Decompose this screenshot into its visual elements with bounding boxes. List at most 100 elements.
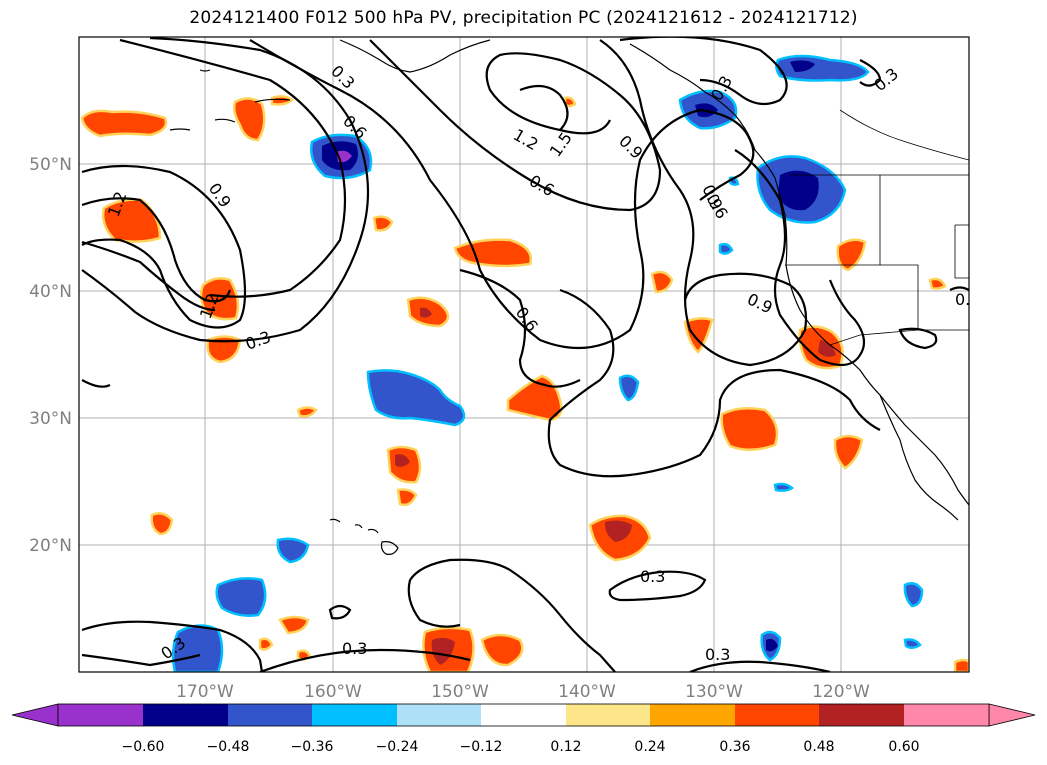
political-borders <box>785 109 969 346</box>
contour-line <box>81 620 264 672</box>
precip-blob <box>278 615 310 635</box>
contour-line <box>859 59 882 87</box>
colorbar-segment <box>735 704 819 726</box>
precip-blob <box>232 97 266 142</box>
precip-core-negative <box>778 170 819 211</box>
precip-blob <box>206 335 242 364</box>
border-state <box>880 264 969 331</box>
colorbar-segment <box>143 704 228 726</box>
colorbar-segments <box>58 704 989 726</box>
precip-blob <box>296 406 318 418</box>
colorbar-segment <box>397 704 481 726</box>
colorbar-segment <box>228 704 312 726</box>
precip-blob-negative <box>215 577 267 617</box>
precip-blob <box>270 95 294 106</box>
precip-blob-negative <box>618 374 640 402</box>
colorbar-tick: −0.36 <box>291 739 334 755</box>
precip-blob <box>80 109 168 138</box>
precip-positive <box>80 95 969 672</box>
colorbar-tick: 0.48 <box>803 739 834 755</box>
border-state <box>829 329 919 346</box>
contour-line <box>81 240 216 312</box>
precip-blob <box>453 238 533 268</box>
map-title: 2024121400 F012 500 hPa PV, precipitatio… <box>189 8 858 28</box>
precip-blob-negative <box>718 242 734 255</box>
precip-core <box>420 307 432 318</box>
map-panel: 0.3 0.6 1.2 1.5 0.9 0.3 0.9 0.6 1.2 0.9 … <box>79 37 980 672</box>
lon-label: 120°W <box>812 682 870 702</box>
coastline-north-america <box>629 43 969 506</box>
colorbar-tick: 0.36 <box>719 739 750 755</box>
precip-blob <box>258 637 274 651</box>
lon-label: 130°W <box>685 682 743 702</box>
contour-line <box>328 604 352 620</box>
colorbar-segment <box>650 704 735 726</box>
colorbar-tick: −0.12 <box>460 739 503 755</box>
lon-label: 160°W <box>304 682 362 702</box>
colorbar-frame <box>57 703 990 727</box>
precip-core <box>431 637 455 665</box>
precip-blob-negative <box>276 537 310 564</box>
precip-core-negative <box>790 60 815 72</box>
colorbar-segment <box>58 704 143 726</box>
colorbar-tick: 0.24 <box>634 739 665 755</box>
precip-negative-cores <box>322 60 819 652</box>
longitude-labels: 170°W 160°W 150°W 140°W 130°W 120°W <box>176 682 870 702</box>
contour-line <box>407 579 461 628</box>
colorbar-segment <box>312 704 397 726</box>
contour-line <box>519 84 569 131</box>
colorbar-extend-min <box>11 703 59 727</box>
precip-blob <box>928 277 947 290</box>
precip-core <box>818 340 836 357</box>
precip-blob-negative <box>366 369 466 427</box>
colorbar-tick: −0.24 <box>376 739 419 755</box>
colorbar-tick: 0.60 <box>888 739 919 755</box>
contour-line <box>81 164 247 329</box>
lat-label: 50°N <box>29 155 72 175</box>
map-frame <box>78 36 970 673</box>
precip-blob <box>953 658 969 672</box>
lat-label: 40°N <box>29 282 72 302</box>
lon-label: 140°W <box>558 682 616 702</box>
contour-label: 0.3 <box>640 567 665 586</box>
contour-line <box>599 39 808 367</box>
colorbar-segment <box>904 704 989 726</box>
coastline-islands <box>169 69 291 131</box>
contour-line <box>547 288 881 478</box>
contour-line <box>81 653 201 667</box>
precip-blob-negative <box>773 482 795 492</box>
precip-blob <box>396 488 418 507</box>
colorbar-tick: −0.48 <box>207 739 250 755</box>
precip-blob <box>480 633 524 667</box>
colorbar-segment <box>481 704 566 726</box>
contour-line <box>119 38 347 298</box>
contour-line <box>459 268 581 388</box>
precip-blob-negative <box>903 582 924 608</box>
precip-blob <box>720 406 779 451</box>
precip-blob <box>833 434 864 470</box>
precip-blob <box>836 238 867 272</box>
contour-line <box>259 648 471 672</box>
precip-blob-negative <box>903 638 922 649</box>
colorbar-tick: −0.60 <box>122 739 165 755</box>
colorbar-ticks: −0.60 −0.48 −0.36 −0.24 −0.12 0.12 0.24 … <box>122 739 920 755</box>
contour-label: 0.3 <box>705 645 730 664</box>
colorbar-tick: 0.12 <box>550 739 581 755</box>
precip-blob <box>683 317 714 354</box>
contour-line <box>81 197 232 303</box>
precip-blob <box>150 512 174 536</box>
coastline-hawaii <box>329 518 399 555</box>
contour-line <box>949 286 969 291</box>
contour-label: 0.3 <box>342 639 367 658</box>
precip-positive-cores <box>395 307 836 665</box>
contour-line <box>898 327 938 350</box>
precip-core <box>395 454 410 467</box>
contour-label: 0.3 <box>955 290 980 309</box>
contour-line <box>249 39 755 350</box>
lat-label: 30°N <box>29 409 72 429</box>
contour-line <box>409 558 616 672</box>
lon-label: 170°W <box>176 682 234 702</box>
contour-line <box>81 37 370 343</box>
contour-line <box>369 39 662 212</box>
